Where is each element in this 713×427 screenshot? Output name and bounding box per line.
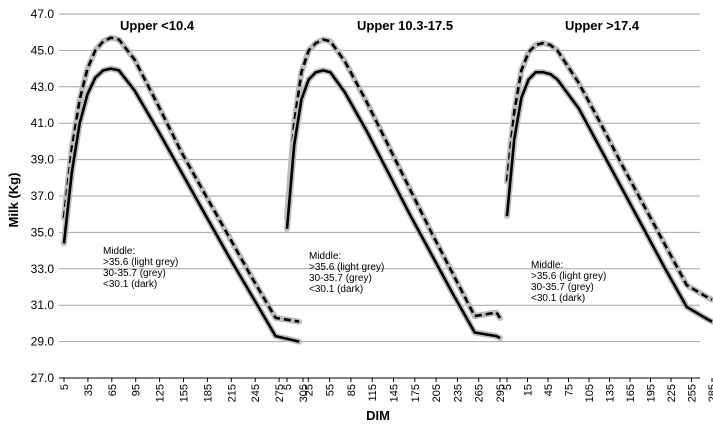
y-tick-label: 43.0 [31, 80, 55, 94]
y-tick-label: 45.0 [31, 43, 55, 57]
legend-note-line: >35.6 (light grey) [103, 257, 178, 268]
x-tick-label: 245 [250, 384, 262, 402]
x-tick-label: 5 [59, 384, 71, 390]
legend-note-line: <30.1 (dark) [309, 284, 363, 295]
x-tick-label: 115 [367, 384, 379, 402]
legend-note-line: 30-35.7 (grey) [309, 273, 372, 284]
legend-note-line: 30-35.7 (grey) [531, 282, 594, 293]
legend-note-line: >35.6 (light grey) [309, 262, 384, 273]
x-tick-label: 25 [303, 384, 315, 396]
y-tick-label: 33.0 [31, 262, 55, 276]
y-axis: 27.0 29.0 31.0 33.0 35.0 37.0 39.0 41.0 43.0 45.0… [31, 7, 55, 385]
x-tick-label: 225 [666, 384, 678, 402]
panel-title: Upper >17.4 [565, 18, 640, 33]
x-tick-label: 265 [474, 384, 486, 402]
x-tick-label: 175 [410, 384, 422, 402]
legend-note-line: Middle: [531, 260, 563, 271]
panel-1: 5 35 65 95 125 155 185 215 245 275 305 Upper <10.4 M… [59, 18, 310, 402]
panel-title: Upper <10.4 [120, 18, 195, 33]
x-tick-label: 5 [502, 384, 514, 390]
y-tick-label: 37.0 [31, 189, 55, 203]
legend-note-line: <30.1 (dark) [103, 279, 157, 290]
grid-lines [59, 13, 700, 379]
x-tick-label: 85 [346, 384, 358, 396]
lower-series-line [285, 69, 501, 340]
x-tick-label: 145 [389, 384, 401, 402]
x-tick-label: 185 [202, 384, 214, 402]
series-halo [61, 34, 303, 325]
x-tick-label: 45 [543, 384, 555, 396]
y-tick-label: 27.0 [31, 371, 55, 385]
x-tick-label: 305 [298, 384, 310, 402]
x-tick-label: 15 [523, 384, 535, 396]
upper-series-line [285, 38, 502, 319]
legend-note-line: Middle: [309, 251, 341, 262]
x-tick-label: 235 [452, 384, 464, 402]
y-tick-label: 41.0 [31, 116, 55, 130]
upper-series-line [62, 36, 300, 323]
lower-series-line [505, 70, 713, 323]
x-tick-label: 135 [605, 384, 617, 402]
x-tick-label: 285 [707, 384, 713, 402]
x-tick-label: 75 [564, 384, 576, 396]
x-tick-label: 275 [274, 384, 286, 402]
y-tick-label: 39.0 [31, 153, 55, 167]
x-tick-label: 205 [431, 384, 443, 402]
x-tick-label: 125 [155, 384, 167, 402]
y-axis-label: Milk (Kg) [6, 173, 21, 228]
y-tick-label: 35.0 [31, 225, 55, 239]
x-tick-label: 215 [226, 384, 238, 402]
x-axis-label: DIM [366, 408, 390, 423]
x-tick-label: 195 [646, 384, 658, 402]
x-tick-label: 105 [584, 384, 596, 402]
y-tick-label: 47.0 [31, 7, 55, 21]
x-tick-label: 65 [107, 384, 119, 396]
legend-note-line: Middle: [103, 246, 135, 257]
y-tick-label: 29.0 [31, 335, 55, 349]
panel-3: 5 15 45 75 105 135 165 195 225 255 285 Upper >17.4 M… [502, 18, 713, 402]
x-tick-label: 295 [495, 384, 507, 402]
x-tick-label: 95 [131, 384, 143, 396]
x-tick-label: 165 [625, 384, 637, 402]
x-tick-label: 55 [325, 384, 337, 396]
legend-note-line: <30.1 (dark) [531, 293, 585, 304]
y-tick-label: 31.0 [31, 298, 55, 312]
x-tick-label: 35 [83, 384, 95, 396]
legend-note-line: >35.6 (light grey) [531, 271, 606, 282]
x-tick-label: 155 [179, 384, 191, 402]
x-tick-label: 255 [687, 384, 699, 402]
panel-title: Upper 10.3-17.5 [357, 18, 453, 33]
panel-2: 5 25 55 85 115 145 175 205 235 265 295 Upper 10.3-1… [282, 18, 507, 402]
upper-series-line [505, 41, 713, 301]
legend-note-line: 30-35.7 (grey) [103, 268, 166, 279]
lower-series-line [62, 67, 300, 343]
x-tick-label: 5 [282, 384, 294, 390]
